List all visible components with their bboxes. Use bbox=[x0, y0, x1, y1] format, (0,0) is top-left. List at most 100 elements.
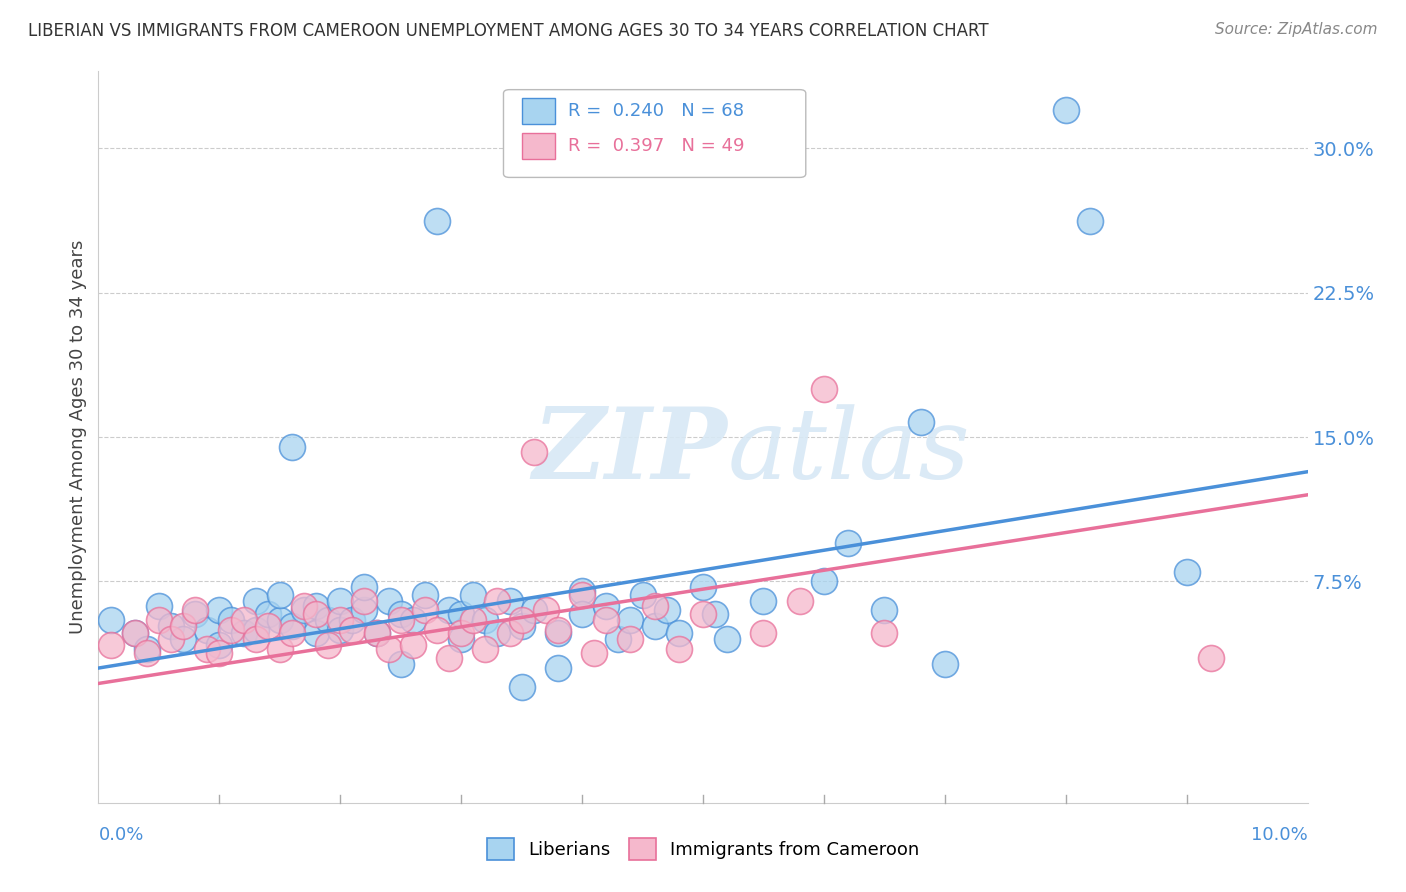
Point bbox=[232, 626, 254, 640]
Point bbox=[486, 626, 509, 640]
Point bbox=[402, 638, 425, 652]
Point bbox=[463, 613, 485, 627]
Point bbox=[631, 588, 654, 602]
Point bbox=[450, 607, 472, 622]
Point bbox=[547, 623, 569, 637]
Point bbox=[366, 626, 388, 640]
Point bbox=[644, 618, 666, 632]
Point bbox=[281, 440, 304, 454]
Point bbox=[281, 626, 304, 640]
Point bbox=[245, 593, 267, 607]
Point bbox=[813, 574, 835, 589]
Point bbox=[256, 607, 278, 622]
Point bbox=[595, 613, 617, 627]
Point bbox=[124, 626, 146, 640]
Point bbox=[148, 613, 170, 627]
Point bbox=[342, 613, 364, 627]
Point bbox=[1175, 565, 1198, 579]
FancyBboxPatch shape bbox=[503, 90, 806, 178]
Point bbox=[245, 623, 267, 637]
Point bbox=[934, 657, 956, 672]
Point bbox=[316, 638, 339, 652]
Point bbox=[619, 613, 641, 627]
Point bbox=[789, 593, 811, 607]
Point bbox=[329, 623, 352, 637]
Point bbox=[208, 603, 231, 617]
Point bbox=[292, 603, 315, 617]
Point bbox=[692, 607, 714, 622]
Text: atlas: atlas bbox=[727, 404, 970, 500]
Point bbox=[655, 603, 678, 617]
Point bbox=[172, 632, 194, 647]
Point bbox=[413, 588, 436, 602]
Y-axis label: Unemployment Among Ages 30 to 34 years: Unemployment Among Ages 30 to 34 years bbox=[69, 240, 87, 634]
Point bbox=[450, 626, 472, 640]
Point bbox=[281, 618, 304, 632]
Point bbox=[184, 603, 207, 617]
Point bbox=[402, 613, 425, 627]
Point bbox=[619, 632, 641, 647]
Point bbox=[413, 603, 436, 617]
Text: ZIP: ZIP bbox=[533, 403, 727, 500]
Point bbox=[583, 646, 606, 660]
Point bbox=[534, 603, 557, 617]
Point bbox=[256, 618, 278, 632]
Point bbox=[668, 626, 690, 640]
Text: LIBERIAN VS IMMIGRANTS FROM CAMEROON UNEMPLOYMENT AMONG AGES 30 TO 34 YEARS CORR: LIBERIAN VS IMMIGRANTS FROM CAMEROON UNE… bbox=[28, 22, 988, 40]
Point bbox=[305, 626, 328, 640]
Point bbox=[510, 681, 533, 695]
Point bbox=[704, 607, 727, 622]
Point bbox=[510, 618, 533, 632]
Point bbox=[813, 382, 835, 396]
Point bbox=[910, 415, 932, 429]
Point bbox=[571, 588, 593, 602]
Point bbox=[292, 599, 315, 614]
Point bbox=[474, 613, 496, 627]
Point bbox=[437, 603, 460, 617]
Point bbox=[437, 651, 460, 665]
Point bbox=[523, 603, 546, 617]
FancyBboxPatch shape bbox=[522, 133, 555, 159]
Point bbox=[100, 638, 122, 652]
Point bbox=[353, 603, 375, 617]
Text: R =  0.397   N = 49: R = 0.397 N = 49 bbox=[568, 137, 744, 155]
Point bbox=[245, 632, 267, 647]
Text: R =  0.240   N = 68: R = 0.240 N = 68 bbox=[568, 102, 744, 120]
Text: 10.0%: 10.0% bbox=[1251, 826, 1308, 844]
Point bbox=[450, 632, 472, 647]
Point bbox=[389, 657, 412, 672]
Point bbox=[463, 588, 485, 602]
Point bbox=[474, 641, 496, 656]
Text: 0.0%: 0.0% bbox=[98, 826, 143, 844]
Point bbox=[377, 641, 399, 656]
Point bbox=[100, 613, 122, 627]
Point bbox=[135, 646, 157, 660]
Point bbox=[269, 588, 291, 602]
Point bbox=[342, 623, 364, 637]
Point bbox=[389, 607, 412, 622]
Point bbox=[752, 626, 775, 640]
FancyBboxPatch shape bbox=[522, 98, 555, 124]
Point bbox=[486, 593, 509, 607]
Point bbox=[195, 641, 218, 656]
Point bbox=[208, 638, 231, 652]
Point bbox=[195, 623, 218, 637]
Point bbox=[305, 599, 328, 614]
Point bbox=[426, 623, 449, 637]
Point bbox=[547, 626, 569, 640]
Point bbox=[232, 613, 254, 627]
Point bbox=[124, 626, 146, 640]
Point bbox=[1078, 214, 1101, 228]
Point bbox=[389, 613, 412, 627]
Point bbox=[160, 632, 183, 647]
Point bbox=[498, 593, 520, 607]
Point bbox=[305, 607, 328, 622]
Point bbox=[1054, 103, 1077, 117]
Point bbox=[160, 618, 183, 632]
Point bbox=[366, 626, 388, 640]
Point bbox=[269, 641, 291, 656]
Point bbox=[329, 593, 352, 607]
Point bbox=[716, 632, 738, 647]
Point bbox=[873, 603, 896, 617]
Legend: Liberians, Immigrants from Cameroon: Liberians, Immigrants from Cameroon bbox=[479, 830, 927, 867]
